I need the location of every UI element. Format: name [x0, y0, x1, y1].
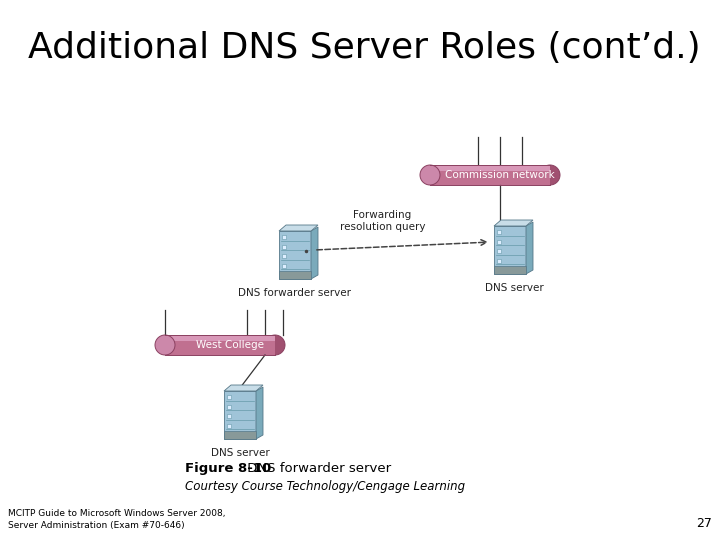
Bar: [282, 235, 286, 239]
Text: Commission network: Commission network: [445, 170, 555, 180]
Bar: [165, 335, 275, 355]
Ellipse shape: [420, 165, 440, 185]
Bar: [430, 165, 550, 185]
Polygon shape: [279, 225, 318, 231]
Bar: [227, 424, 231, 428]
Text: Forwarding
resolution query: Forwarding resolution query: [340, 211, 426, 232]
Bar: [282, 254, 286, 258]
Polygon shape: [526, 222, 533, 274]
Bar: [282, 264, 286, 268]
Polygon shape: [311, 227, 318, 279]
Bar: [494, 266, 526, 274]
Bar: [279, 271, 311, 279]
Bar: [227, 404, 231, 409]
Bar: [494, 226, 526, 274]
Text: DNS forwarder server: DNS forwarder server: [243, 462, 391, 475]
Text: DNS server: DNS server: [211, 448, 269, 458]
Bar: [497, 259, 501, 263]
Ellipse shape: [265, 335, 285, 355]
Bar: [497, 249, 501, 253]
Text: Additional DNS Server Roles (cont’d.): Additional DNS Server Roles (cont’d.): [28, 31, 701, 65]
Polygon shape: [494, 220, 533, 226]
Bar: [224, 391, 256, 439]
Bar: [430, 165, 550, 171]
Text: West College: West College: [196, 340, 264, 350]
Text: DNS server: DNS server: [485, 283, 544, 293]
Polygon shape: [224, 385, 263, 391]
Bar: [282, 245, 286, 248]
Bar: [279, 231, 311, 279]
Bar: [227, 395, 231, 399]
Bar: [497, 240, 501, 244]
Ellipse shape: [540, 165, 560, 185]
Ellipse shape: [155, 335, 175, 355]
Bar: [224, 431, 256, 439]
Text: 27: 27: [696, 517, 712, 530]
Polygon shape: [256, 387, 263, 439]
Bar: [165, 335, 275, 341]
Text: Figure 8-10: Figure 8-10: [185, 462, 271, 475]
Text: DNS forwarder server: DNS forwarder server: [238, 288, 351, 298]
Text: MCITP Guide to Microsoft Windows Server 2008,
Server Administration (Exam #70-64: MCITP Guide to Microsoft Windows Server …: [8, 509, 225, 530]
Bar: [497, 230, 501, 234]
Text: Courtesy Course Technology/Cengage Learning: Courtesy Course Technology/Cengage Learn…: [185, 480, 465, 493]
Bar: [227, 414, 231, 418]
